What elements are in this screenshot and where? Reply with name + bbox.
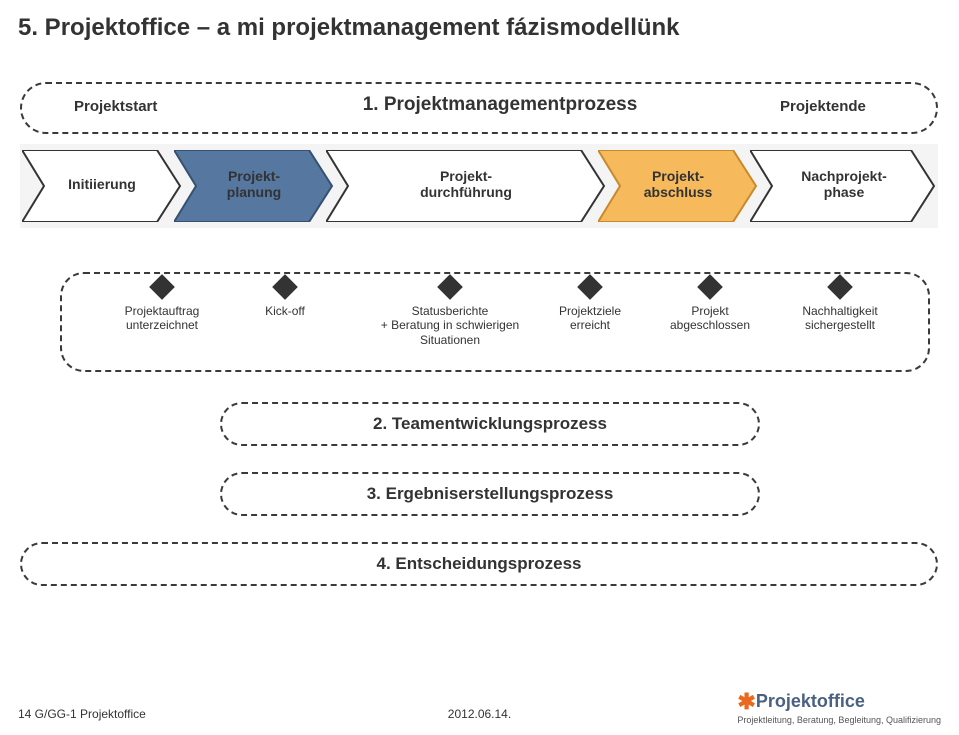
page-title: 5. Projektoffice – a mi projektmanagemen… <box>0 0 959 42</box>
projektstart-label: Projektstart <box>74 98 157 115</box>
footer-left: 14 G/GG-1 Projektoffice <box>18 707 146 721</box>
milestone-caption: Projekt abgeschlossen <box>640 304 780 333</box>
process-3-label: 3. Ergebniserstellungsprozess <box>220 484 760 504</box>
milestone-caption: Nachhaltigkeit sichergestellt <box>770 304 910 333</box>
logo: ✱Projektoffice Projektleitung, Beratung,… <box>737 689 941 725</box>
phase-abschluss-label: Projekt- abschluss <box>618 168 738 200</box>
process-2-label: 2. Teamentwicklungsprozess <box>220 414 760 434</box>
phase-planung-label: Projekt- planung <box>194 168 314 200</box>
logo-main: ✱Projektoffice <box>737 689 941 715</box>
process-4-label: 4. Entscheidungsprozess <box>20 554 938 574</box>
phase-initiierung-label: Initiierung <box>42 176 162 192</box>
footer-center: 2012.06.14. <box>448 707 511 721</box>
projektende-label: Projektende <box>780 98 866 115</box>
milestone-caption: Kick-off <box>215 304 355 318</box>
phase-nachphase-label: Nachprojekt- phase <box>772 168 916 200</box>
phase-model-diagram: Projektstart 1. Projektmanagementprozess… <box>20 82 939 622</box>
milestone-caption: Projektauftrag unterzeichnet <box>92 304 232 333</box>
milestone-caption: Statusberichte + Beratung in schwierigen… <box>380 304 520 347</box>
process-1-name: 1. Projektmanagementprozess <box>300 94 700 116</box>
logo-sub: Projektleitung, Beratung, Begleitung, Qu… <box>737 715 941 725</box>
phase-durchfuehrung-label: Projekt- durchführung <box>366 168 566 200</box>
milestone-caption: Projektziele erreicht <box>520 304 660 333</box>
